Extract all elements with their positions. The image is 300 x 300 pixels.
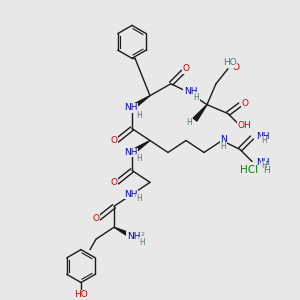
Text: HCl: HCl: [240, 165, 258, 176]
Text: HO: HO: [74, 290, 88, 299]
Polygon shape: [114, 227, 133, 238]
Text: H: H: [186, 118, 192, 127]
Text: H: H: [230, 58, 236, 67]
Text: HO: HO: [223, 58, 236, 67]
Text: N: N: [220, 134, 227, 143]
Text: H: H: [264, 166, 270, 175]
Text: O: O: [110, 136, 118, 145]
Text: H: H: [136, 194, 142, 203]
Text: H: H: [136, 111, 142, 120]
Text: O: O: [232, 63, 239, 72]
Text: H: H: [140, 238, 146, 247]
Text: NH: NH: [124, 190, 137, 199]
Text: H: H: [136, 154, 142, 163]
Text: NH: NH: [256, 158, 270, 167]
Text: NH: NH: [256, 131, 270, 140]
Text: OH: OH: [238, 121, 251, 130]
Text: 2: 2: [140, 232, 145, 237]
Text: H: H: [261, 161, 267, 170]
Text: O: O: [241, 99, 248, 108]
Text: NH: NH: [184, 87, 197, 96]
Text: NH: NH: [127, 232, 140, 241]
Text: O: O: [182, 64, 190, 73]
Text: NH: NH: [124, 148, 137, 157]
Text: O: O: [92, 214, 100, 223]
Polygon shape: [131, 140, 150, 154]
Text: NH: NH: [124, 103, 137, 112]
Text: H: H: [220, 142, 226, 151]
Polygon shape: [131, 96, 150, 110]
Text: O: O: [110, 178, 118, 187]
Text: H: H: [194, 93, 200, 102]
Text: H: H: [261, 136, 267, 145]
Polygon shape: [193, 105, 207, 121]
